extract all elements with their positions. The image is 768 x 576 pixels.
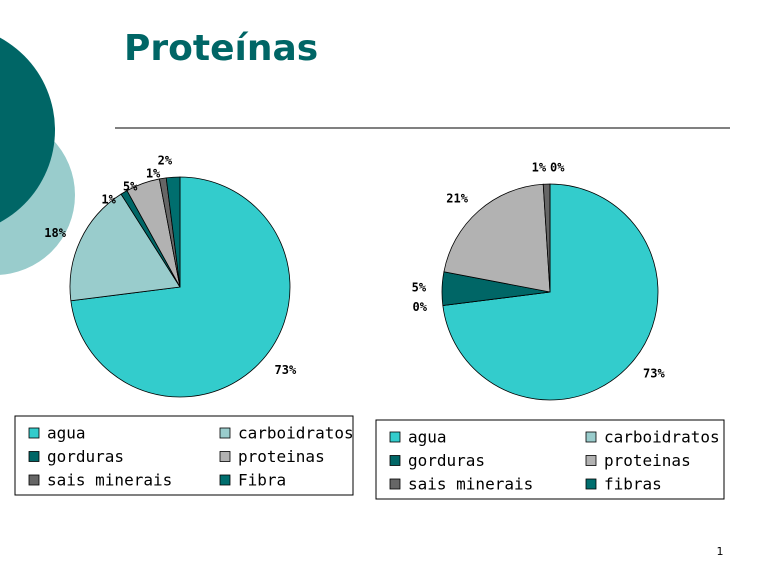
legend-swatch [219, 427, 231, 439]
data-label: 0% [550, 161, 565, 175]
data-label: 1% [101, 193, 116, 207]
decor-circle-dark [0, 37, 55, 223]
legend-box [14, 415, 354, 496]
data-label: 73% [643, 367, 665, 381]
pie-slice [69, 193, 181, 302]
legend-swatch [28, 451, 40, 462]
data-label: 21% [446, 191, 468, 205]
legend-swatch [585, 478, 597, 490]
data-label: 1% [532, 161, 547, 175]
legend-swatch [389, 455, 401, 466]
data-label: 5% [412, 281, 427, 295]
data-label: 18% [44, 226, 66, 240]
legend-swatch [219, 474, 231, 486]
data-label: 73% [275, 363, 297, 377]
legend-label: agua [47, 424, 86, 443]
data-label: 5% [123, 180, 138, 194]
legend-label: gorduras [47, 447, 124, 466]
legend-swatch [389, 478, 401, 490]
data-label: 2% [158, 154, 173, 168]
pie-slice [442, 183, 659, 401]
legend-label: gorduras [408, 451, 485, 470]
slide-title: Proteínas [124, 28, 318, 69]
pie-slice [165, 176, 181, 288]
legend-label: sais minerais [47, 471, 172, 490]
legend-swatch [389, 431, 401, 443]
legend-box [375, 419, 725, 500]
legend-label: fibras [604, 475, 662, 494]
legend-swatch [585, 455, 597, 466]
legend-swatch [28, 427, 40, 439]
legend-swatch [219, 451, 231, 462]
pie-slice [443, 183, 551, 293]
legend-swatch [28, 474, 40, 486]
legend-label: agua [408, 428, 447, 447]
legend-swatch [585, 431, 597, 443]
legend-label: sais minerais [408, 475, 533, 494]
legend-label: proteinas [238, 447, 325, 466]
legend-label: carboidratos [604, 428, 720, 447]
data-label: 0% [413, 300, 428, 314]
data-label: 1% [146, 167, 161, 181]
legend-label: Fibra [238, 471, 286, 490]
legend-label: proteinas [604, 451, 691, 470]
legend-label: carboidratos [238, 424, 354, 443]
page-number: 1 [717, 545, 724, 558]
